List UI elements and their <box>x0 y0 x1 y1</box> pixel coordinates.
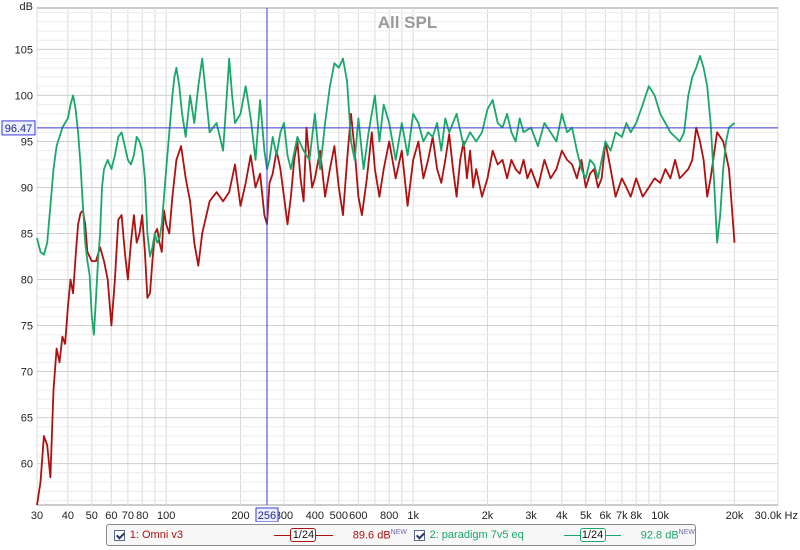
x-tick-label: 400 <box>306 510 324 522</box>
x-tick-label: 30 <box>31 510 43 522</box>
legend: 1: Omni v3 1/24 89.6 dBNEW 2: paradigm 7… <box>106 524 696 546</box>
x-tick-label: 1k <box>407 510 419 522</box>
series-2-smoothing[interactable]: 1/24 <box>563 527 621 543</box>
series-1-checkbox[interactable] <box>114 529 125 541</box>
series-2-new-badge: NEW <box>678 528 695 536</box>
y-tick-label: 70 <box>21 367 33 379</box>
x-tick-label: 8k <box>630 510 642 522</box>
x-tick-label: 800 <box>380 510 398 522</box>
x-tick-label: 60 <box>105 510 117 522</box>
x-tick-label: 30.0k Hz <box>755 510 798 522</box>
y-tick-label: 105 <box>15 44 33 56</box>
series-1-level-value: 89.6 dB <box>352 529 391 542</box>
x-tick-label: 50 <box>86 510 98 522</box>
cursor-x-box <box>255 507 279 522</box>
y-tick-label: 75 <box>21 321 33 333</box>
chart-title: All SPL <box>378 13 438 32</box>
x-tick-label: 200 <box>231 510 249 522</box>
x-tick-label: 80 <box>136 510 148 522</box>
x-tick-label: 600 <box>349 510 367 522</box>
series-2-smoothing-label: 1/24 <box>579 528 606 542</box>
x-tick-label: 4k <box>556 510 568 522</box>
x-tick-label: 100 <box>157 510 175 522</box>
x-tick-label: 7k <box>616 510 628 522</box>
cursor-y-box <box>1 120 36 136</box>
x-tick-label: 500 <box>330 510 348 522</box>
y-tick-label: 90 <box>21 182 33 194</box>
series-1-level: 89.6 dBNEW <box>353 529 407 542</box>
legend-entry-1: 1: Omni v3 1/24 89.6 dBNEW <box>107 525 407 545</box>
y-tick-label: 100 <box>15 90 33 102</box>
y-tick-label: 60 <box>21 459 33 471</box>
series-1-name: 1: Omni v3 <box>129 529 183 541</box>
x-tick-label: 3k <box>525 510 537 522</box>
y-tick-label: 95 <box>21 136 33 148</box>
series-1-new-badge: NEW <box>390 528 407 536</box>
series-2-name: 2: paradigm 7v5 eq <box>429 529 524 541</box>
y-tick-label: 65 <box>21 413 33 425</box>
series-line-1 <box>36 112 736 506</box>
series-2-level-value: 92.8 dB <box>640 529 679 542</box>
series-1-smoothing[interactable]: 1/24 <box>274 527 333 543</box>
x-tick-label: 70 <box>122 510 134 522</box>
y-axis-unit: dB <box>20 1 33 13</box>
plot-area <box>36 7 779 506</box>
x-tick-label: 2k <box>482 510 494 522</box>
cursor-x-label: 256 <box>258 510 276 522</box>
cursor-y-label: 96.47 <box>5 123 33 135</box>
x-tick-label: 5k <box>580 510 592 522</box>
y-tick-label: 85 <box>21 228 33 240</box>
y-tick-label: 80 <box>21 275 33 287</box>
x-tick-label: 300 <box>275 510 293 522</box>
x-tick-label: 20k <box>726 510 744 522</box>
series-line-2 <box>36 55 736 336</box>
legend-entry-2: 2: paradigm 7v5 eq 1/24 92.8 dBNEW <box>407 525 695 545</box>
x-tick-label: 6k <box>600 510 612 522</box>
x-tick-label: 40 <box>62 510 74 522</box>
series-2-level: 92.8 dBNEW <box>641 529 695 542</box>
series-2-checkbox[interactable] <box>414 529 425 541</box>
series-1-smoothing-label: 1/24 <box>290 528 317 542</box>
x-tick-label: 10k <box>651 510 669 522</box>
